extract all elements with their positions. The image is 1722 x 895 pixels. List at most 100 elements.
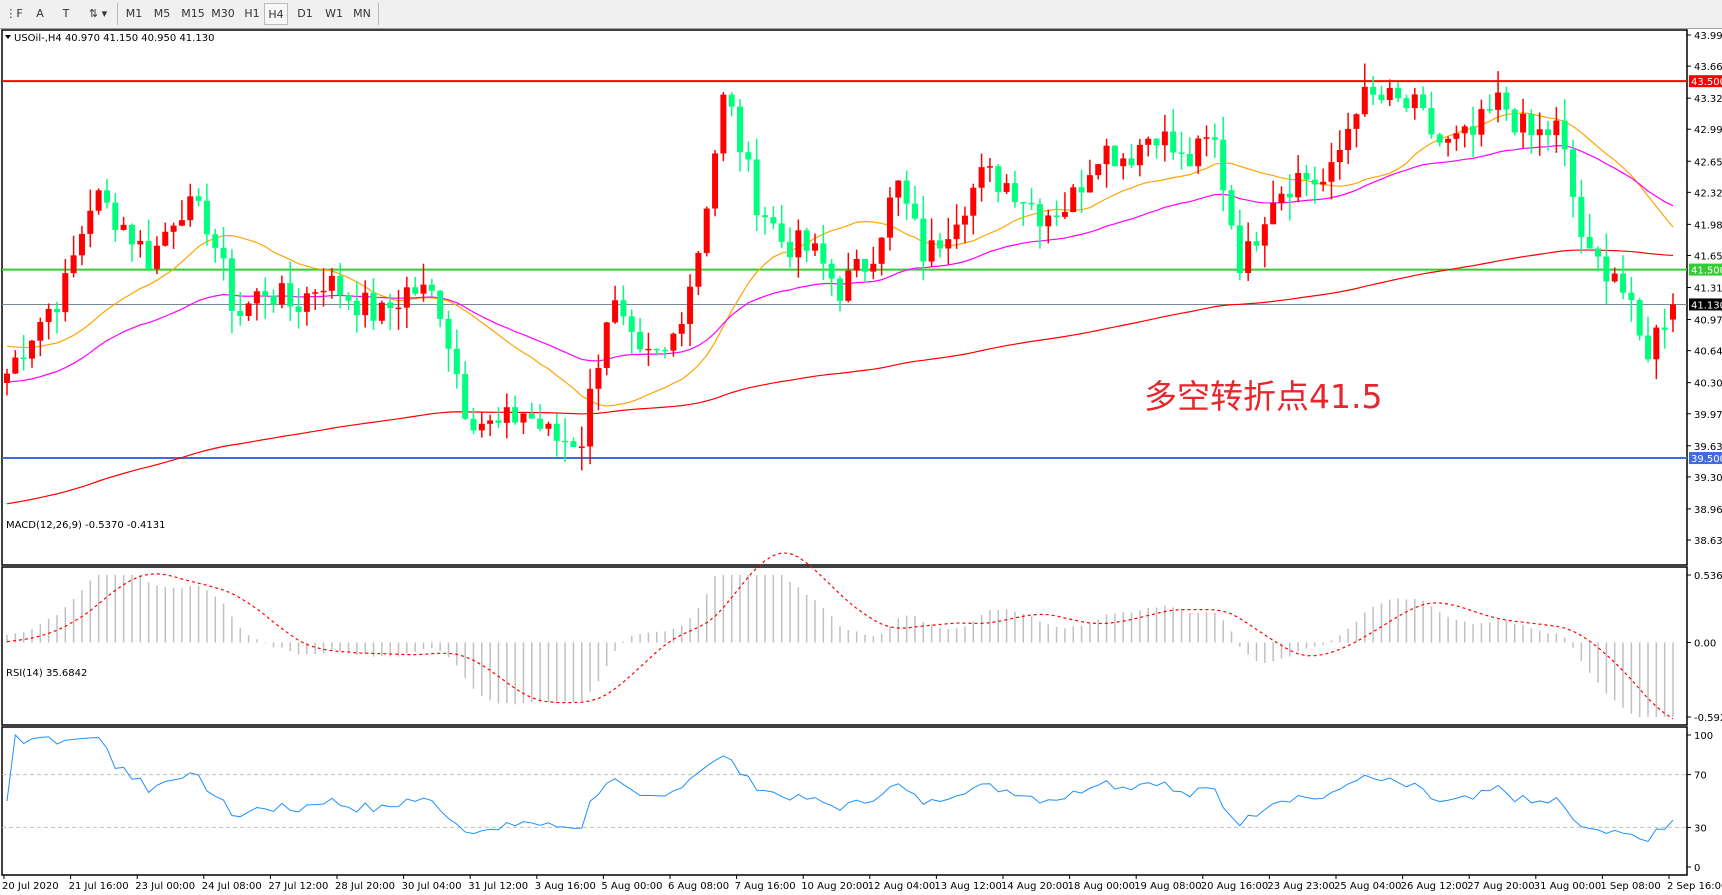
- candle: [1536, 112, 1543, 156]
- candle: [1153, 138, 1160, 159]
- candle: [712, 149, 719, 217]
- candle-body: [4, 373, 10, 383]
- candle-body: [95, 190, 102, 211]
- candle-body: [945, 239, 952, 249]
- candle-body: [1045, 215, 1052, 227]
- candle: [203, 183, 210, 246]
- candle: [595, 354, 602, 411]
- candle-body: [12, 357, 19, 374]
- fibo-icon[interactable]: ⋮F: [5, 7, 23, 20]
- timeframe-h1[interactable]: H1: [244, 7, 260, 20]
- candle: [1111, 145, 1118, 167]
- time-tick-label: 20 Jul 2020: [2, 881, 59, 892]
- candle: [512, 395, 519, 425]
- candle: [453, 329, 460, 389]
- candle-body: [1195, 138, 1202, 167]
- candle-body: [1036, 204, 1043, 227]
- time-tick-label: 30 Jul 04:00: [402, 881, 462, 892]
- timeframe-m1[interactable]: M1: [125, 7, 143, 20]
- candle-body: [1553, 120, 1560, 136]
- candle-body: [212, 234, 219, 248]
- candle-body: [1011, 183, 1018, 203]
- candle: [1136, 138, 1143, 177]
- candle-body: [1536, 129, 1543, 136]
- candle: [1270, 180, 1277, 225]
- arrows-icon[interactable]: ⇅ ▾: [88, 7, 108, 20]
- candle: [503, 393, 510, 439]
- candle: [745, 141, 752, 172]
- candle-body: [1503, 92, 1510, 110]
- candle: [878, 236, 885, 276]
- candle: [870, 246, 877, 280]
- candle-body: [1603, 256, 1610, 282]
- candle-body: [237, 310, 244, 316]
- candle: [478, 412, 485, 438]
- candle-body: [603, 322, 610, 368]
- candle-body: [20, 357, 27, 360]
- candle: [978, 153, 985, 202]
- candle: [845, 252, 852, 303]
- candle-body: [128, 224, 135, 245]
- candle: [936, 233, 943, 258]
- candle-body: [1103, 145, 1110, 165]
- text-label-icon[interactable]: T: [62, 7, 70, 20]
- timeframe-mn[interactable]: MN: [353, 7, 371, 20]
- candle: [1286, 174, 1293, 221]
- candle: [1461, 124, 1468, 148]
- candle-body: [970, 187, 977, 216]
- candle: [37, 317, 44, 357]
- timeframe-m5[interactable]: M5: [153, 7, 171, 20]
- candle-body: [537, 418, 544, 429]
- ma-slow-line: [6, 249, 1674, 505]
- time-tick-label: 24 Jul 08:00: [202, 881, 262, 892]
- price-tick-label: 39.630: [1694, 442, 1722, 453]
- candle-body: [228, 258, 235, 311]
- candle: [1070, 184, 1077, 213]
- candle: [20, 334, 27, 371]
- symbol-label: USOil-,H4 40.970 41.150 40.950 41.130: [14, 33, 214, 44]
- candle: [53, 301, 60, 334]
- candle: [120, 217, 127, 231]
- price-level-badge: [1689, 75, 1722, 88]
- price-tick-label: 42.990: [1694, 125, 1722, 136]
- timeframe-h4[interactable]: H4: [264, 3, 288, 25]
- candle-body: [1653, 327, 1660, 360]
- candle-body: [1170, 131, 1177, 153]
- price-level-badge: [1689, 263, 1722, 276]
- candle-body: [712, 153, 719, 209]
- timeframe-w1[interactable]: W1: [325, 7, 343, 20]
- candle-body: [1528, 113, 1535, 136]
- candle: [112, 193, 119, 242]
- rsi-tick-label: 30: [1694, 823, 1707, 834]
- timeframe-m30[interactable]: M30: [211, 7, 235, 20]
- candle: [1036, 198, 1043, 249]
- candle-body: [337, 275, 344, 296]
- candle: [537, 404, 544, 432]
- time-tick-label: 7 Aug 16:00: [735, 881, 796, 892]
- text-icon[interactable]: A: [36, 7, 44, 20]
- candle-body: [1645, 335, 1652, 360]
- candle: [437, 289, 444, 328]
- candle-body: [1620, 273, 1627, 293]
- candle: [195, 188, 202, 207]
- candle: [412, 276, 419, 296]
- candle: [337, 262, 344, 309]
- candle-body: [1178, 152, 1185, 154]
- candle: [1120, 153, 1127, 180]
- candle-body: [412, 287, 419, 294]
- candle: [545, 421, 552, 436]
- candle: [1028, 188, 1035, 210]
- timeframe-d1[interactable]: D1: [297, 7, 313, 20]
- candle: [1353, 113, 1360, 148]
- chart-window[interactable]: 43.990 43.660 43.320 42.990 42.650 42.320 41.9…: [0, 28, 1722, 895]
- candle-body: [1636, 300, 1643, 336]
- timeframe-m15[interactable]: M15: [181, 7, 205, 20]
- candle: [603, 321, 610, 376]
- candle: [1336, 130, 1343, 180]
- candle-body: [878, 237, 885, 264]
- candle: [428, 278, 435, 297]
- candle-body: [1520, 113, 1527, 133]
- candle-body: [345, 295, 352, 301]
- candle: [787, 227, 794, 268]
- candle-body: [612, 300, 619, 323]
